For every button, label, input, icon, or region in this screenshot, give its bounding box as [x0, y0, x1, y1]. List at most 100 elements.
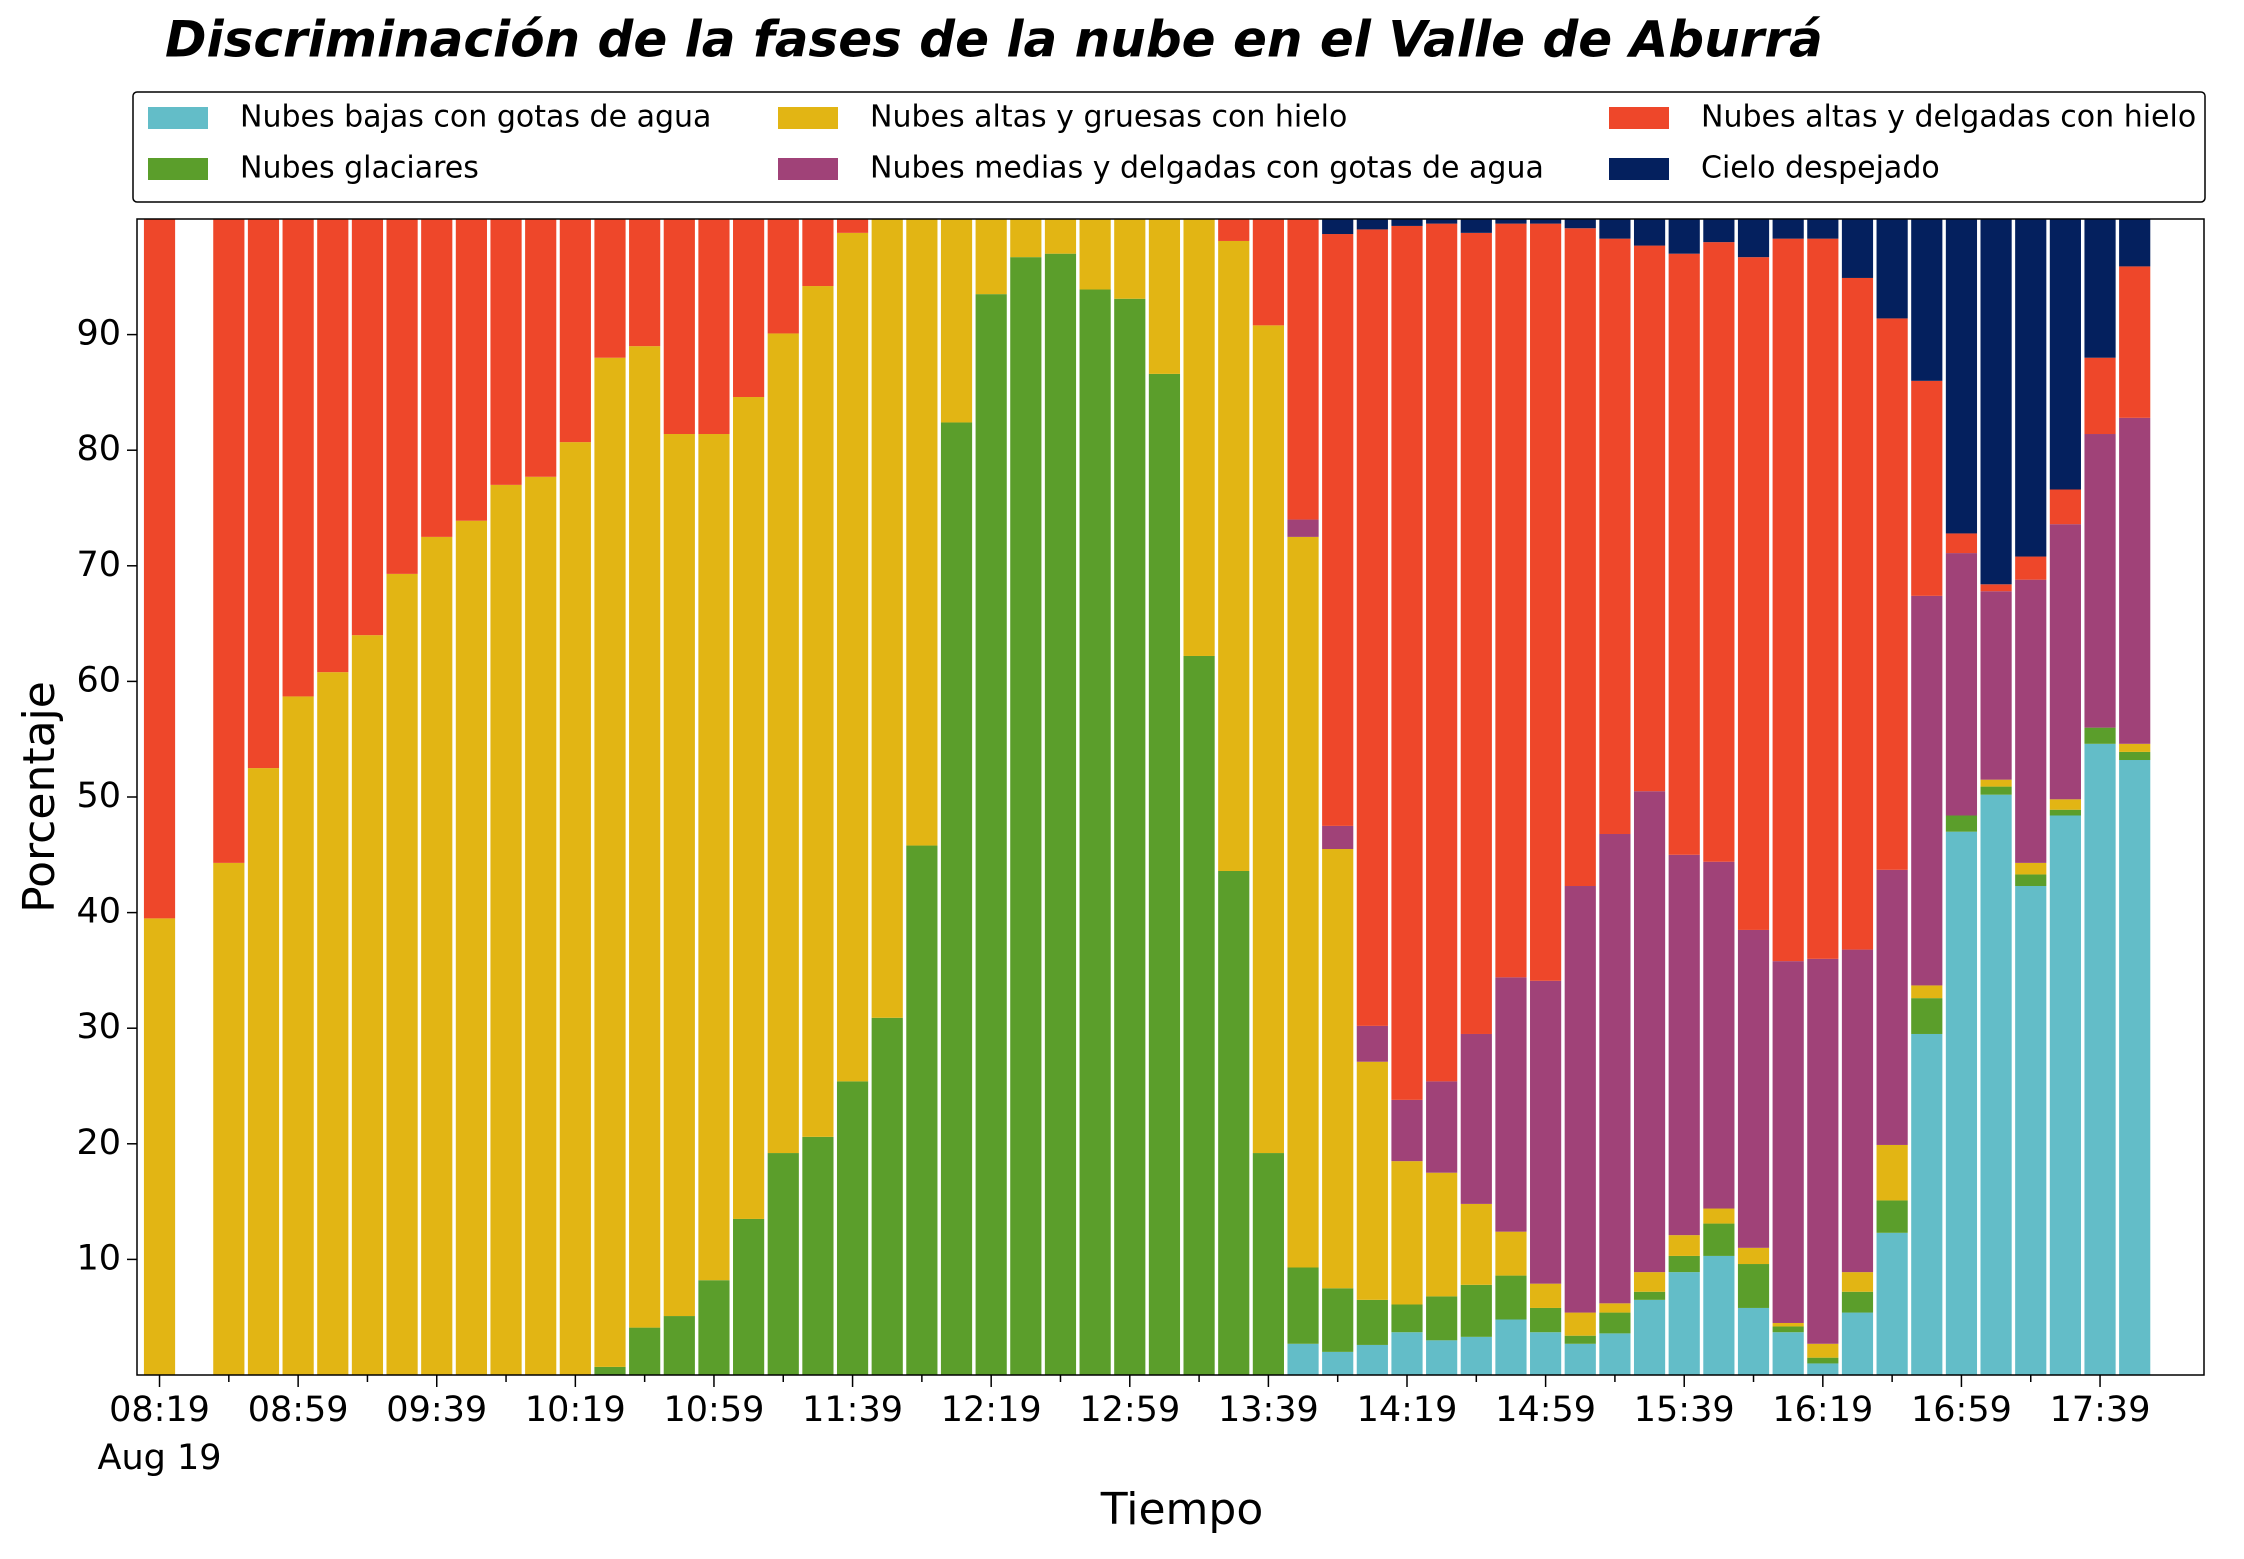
bar-segment	[1287, 536, 1319, 1268]
bar-segment	[2015, 886, 2047, 1375]
x-tick-label: 16:19	[1772, 1390, 1873, 1430]
bar-segment	[1391, 1304, 1423, 1333]
bar-segment	[906, 845, 938, 1375]
bar-segment	[1460, 1284, 1492, 1337]
x-tick-label: 16:59	[1911, 1390, 2012, 1430]
x-tick-label: 10:59	[664, 1390, 765, 1430]
bar-segment	[1044, 219, 1077, 254]
bar-segment	[1633, 1299, 1666, 1375]
bar-segment	[1841, 277, 1874, 950]
bar-segment	[836, 232, 869, 1082]
bar-segment	[1148, 219, 1181, 374]
bar-segment	[1218, 219, 1250, 241]
bar-segment	[1564, 219, 1596, 229]
bar-segment	[767, 219, 799, 334]
bar-segment	[1044, 253, 1077, 1376]
bar-segment	[2015, 874, 2047, 887]
bar-segment	[2119, 266, 2151, 418]
bar-segment	[940, 219, 973, 423]
bar-segment	[871, 219, 903, 1018]
bar-segment	[1079, 289, 1111, 1375]
bar-segment	[1703, 1255, 1735, 1375]
bar-segment	[1599, 833, 1631, 1304]
bar-segment	[1980, 794, 2012, 1375]
bar-segment	[1183, 655, 1215, 1375]
bar-segment	[1841, 1291, 1874, 1313]
bar-segment	[1356, 229, 1388, 1026]
bar-segment	[1460, 1336, 1492, 1375]
bar-segment	[1841, 949, 1874, 1273]
bar-segment	[1772, 961, 1804, 1323]
y-axis-label: Porcentaje	[14, 681, 65, 913]
bar-segment	[1633, 791, 1666, 1273]
legend-label: Nubes bajas con gotas de agua	[240, 100, 711, 135]
bar-segment	[1633, 1291, 1666, 1300]
bar-segment	[1079, 219, 1111, 290]
y-tick-label: 60	[76, 660, 121, 700]
bar-segment	[1599, 1333, 1631, 1375]
bar-segment	[698, 434, 730, 1281]
x-tick-label: 14:19	[1357, 1390, 1458, 1430]
bar-segment	[1322, 234, 1354, 826]
bar-segment	[1426, 219, 1458, 224]
bar-segment	[940, 422, 973, 1375]
bar-segment	[1287, 219, 1319, 520]
bar-segment	[1876, 219, 1908, 319]
bar-segment	[490, 219, 522, 485]
bar-segment	[455, 219, 487, 521]
bar-segment	[1287, 1343, 1319, 1375]
bar-segment	[1426, 223, 1458, 1082]
bar-segment	[1737, 1307, 1770, 1375]
bar-segment	[1876, 318, 1908, 870]
bar-segment	[1460, 1203, 1492, 1285]
bar-segment	[1495, 1231, 1527, 1276]
bar-segment	[2084, 219, 2116, 358]
bar-segment	[1356, 1344, 1388, 1375]
x-axis-label: Tiempo	[1100, 1484, 1264, 1535]
legend-swatch	[1609, 107, 1669, 129]
bar-segment	[559, 219, 591, 443]
bar-segment	[2119, 219, 2151, 267]
bar-segment	[1460, 1033, 1492, 1204]
bar-segment	[1980, 584, 2012, 592]
bar-segment	[1807, 1357, 1839, 1364]
bar-segment	[1703, 861, 1735, 1209]
bar-segment	[2119, 743, 2151, 752]
bar-segment	[2119, 751, 2151, 761]
bar-segment	[1287, 1267, 1319, 1344]
bar-segment	[594, 1366, 626, 1375]
bar-segment	[1426, 1081, 1458, 1173]
x-tick-label: 10:19	[525, 1390, 626, 1430]
bar-segment	[1807, 1363, 1839, 1375]
bar-segment	[1668, 1272, 1700, 1375]
bar-segment	[1737, 219, 1770, 258]
bar-segment	[143, 219, 176, 919]
bar-segment	[1841, 1312, 1874, 1375]
legend-label: Nubes altas y delgadas con hielo	[1701, 100, 2196, 135]
bar-segment	[2119, 417, 2151, 744]
bar-segment	[1911, 595, 1943, 986]
bar-segment	[1530, 1283, 1562, 1308]
bar-segment	[733, 397, 765, 1219]
bar-segment	[1391, 1161, 1423, 1305]
bar-segment	[317, 219, 349, 673]
y-tick-label: 50	[76, 776, 121, 816]
bar-segment	[663, 1316, 695, 1375]
bar-segment	[2049, 815, 2081, 1375]
bar-segment	[1495, 219, 1527, 224]
bar-segment	[975, 294, 1007, 1375]
bar-segment	[1530, 980, 1562, 1284]
bar-segment	[1564, 886, 1596, 1313]
bar-segment	[1460, 219, 1492, 233]
bar-segment	[455, 520, 487, 1375]
bar-segment	[663, 434, 695, 1317]
bar-segment	[629, 346, 661, 1328]
bar-segment	[2015, 862, 2047, 875]
bar-segment	[1322, 1288, 1354, 1352]
bar-segment	[1876, 869, 1908, 1145]
bar-segment	[1530, 223, 1562, 981]
bar-segment	[282, 696, 314, 1375]
bar-segment	[1322, 849, 1354, 1289]
bar-segment	[1010, 257, 1042, 1376]
bar-segment	[2015, 556, 2047, 580]
